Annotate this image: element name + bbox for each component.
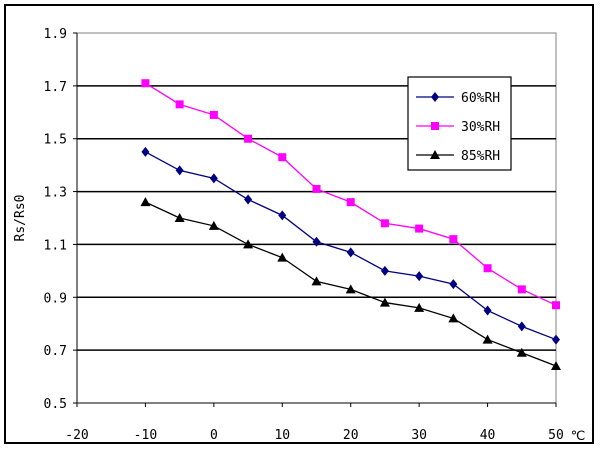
data-point [415, 224, 424, 233]
series-30%RH [141, 79, 560, 310]
data-point [482, 334, 493, 344]
data-point [141, 146, 150, 157]
y-tick-label: 1.1 [44, 238, 67, 253]
data-point [208, 220, 219, 230]
data-point [449, 279, 458, 290]
legend-label: 30%RH [461, 120, 500, 135]
data-point [414, 302, 425, 312]
data-point [244, 134, 253, 143]
data-point [346, 198, 355, 207]
data-point [312, 184, 321, 193]
data-point [174, 213, 185, 222]
legend-label: 85%RH [461, 149, 500, 164]
x-axis-unit: ℃ [571, 429, 586, 444]
data-point [243, 239, 254, 249]
data-point [209, 173, 218, 184]
data-point [483, 264, 492, 273]
data-point [175, 165, 184, 176]
x-tick-label: 30 [411, 428, 427, 443]
series-85%RH [140, 197, 561, 370]
data-point [449, 235, 458, 244]
legend: 60%RH 30%RH 85%RH [407, 76, 512, 171]
data-point [552, 334, 560, 345]
data-point [277, 252, 288, 262]
data-point [552, 301, 560, 310]
data-point [140, 197, 151, 207]
data-point [517, 321, 526, 332]
legend-marker [431, 122, 439, 130]
data-point [278, 210, 287, 221]
x-tick-label: 40 [480, 428, 496, 443]
data-point [141, 79, 150, 88]
data-point [346, 247, 355, 258]
data-point [175, 100, 184, 109]
data-point [380, 265, 389, 276]
data-point [516, 347, 527, 357]
axes: 0.5 0.7 0.9 1.1 1.3 1.5 1.7 1.9 -20 -10 0 10 20 30 40 5… [44, 27, 564, 443]
data-point [517, 285, 526, 294]
data-point [483, 305, 492, 316]
y-axis-label: Rs/Rs0 [13, 195, 28, 242]
legend-marker [431, 92, 439, 102]
x-tick-label: 10 [274, 428, 290, 443]
y-tick-label: 0.7 [44, 344, 67, 359]
data-point [379, 297, 390, 307]
data-point [312, 236, 321, 247]
y-tick-label: 0.9 [44, 291, 67, 306]
legend-marker [430, 150, 440, 159]
x-tick-label: 0 [210, 428, 218, 443]
data-point [345, 284, 356, 294]
data-point [415, 271, 424, 282]
data-point [278, 153, 287, 162]
y-tick-label: 1.7 [44, 80, 67, 95]
x-tick-label: 50 [548, 428, 564, 443]
data-point [448, 313, 459, 323]
y-tick-label: 1.5 [44, 133, 67, 148]
legend-label: 60%RH [461, 91, 500, 106]
data-point [209, 110, 218, 119]
y-tick-label: 1.9 [44, 27, 67, 42]
chart-frame [4, 4, 594, 444]
data-point [244, 194, 253, 205]
data-point [380, 219, 389, 228]
series-group [140, 79, 561, 370]
data-point [551, 361, 561, 370]
series-60%RH [141, 146, 560, 345]
data-point [311, 276, 322, 286]
x-tick-label: -10 [134, 428, 157, 443]
y-tick-label: 0.5 [44, 397, 67, 412]
x-tick-label: 20 [343, 428, 359, 443]
x-tick-label: -20 [65, 428, 88, 443]
y-tick-label: 1.3 [44, 186, 67, 201]
